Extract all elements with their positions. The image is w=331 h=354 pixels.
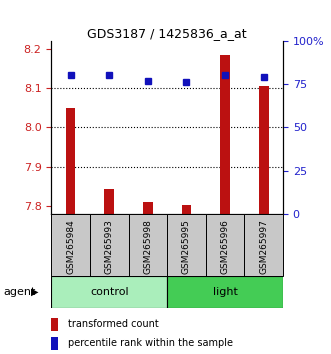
Text: GSM265997: GSM265997 xyxy=(259,219,268,274)
Bar xyxy=(167,214,206,276)
Bar xyxy=(51,276,167,308)
Text: control: control xyxy=(90,287,128,297)
Text: agent: agent xyxy=(3,287,36,297)
Bar xyxy=(182,206,191,214)
Bar xyxy=(128,214,167,276)
Text: light: light xyxy=(213,287,238,297)
Bar xyxy=(167,276,283,308)
Bar xyxy=(206,214,244,276)
Bar xyxy=(51,337,58,350)
Bar xyxy=(51,318,58,331)
Bar xyxy=(259,86,268,214)
Text: transformed count: transformed count xyxy=(68,319,158,329)
Text: GSM265984: GSM265984 xyxy=(66,219,75,274)
Text: percentile rank within the sample: percentile rank within the sample xyxy=(68,338,232,348)
Title: GDS3187 / 1425836_a_at: GDS3187 / 1425836_a_at xyxy=(87,27,247,40)
Text: GSM265998: GSM265998 xyxy=(143,219,152,274)
Bar xyxy=(90,214,128,276)
Text: GSM265996: GSM265996 xyxy=(220,219,230,274)
Bar xyxy=(220,55,230,214)
Bar xyxy=(66,108,75,214)
Bar xyxy=(51,214,90,276)
Bar xyxy=(143,201,153,214)
Text: GSM265995: GSM265995 xyxy=(182,219,191,274)
Bar xyxy=(244,214,283,276)
Text: ▶: ▶ xyxy=(31,287,39,297)
Bar xyxy=(104,189,114,214)
Text: GSM265993: GSM265993 xyxy=(105,219,114,274)
